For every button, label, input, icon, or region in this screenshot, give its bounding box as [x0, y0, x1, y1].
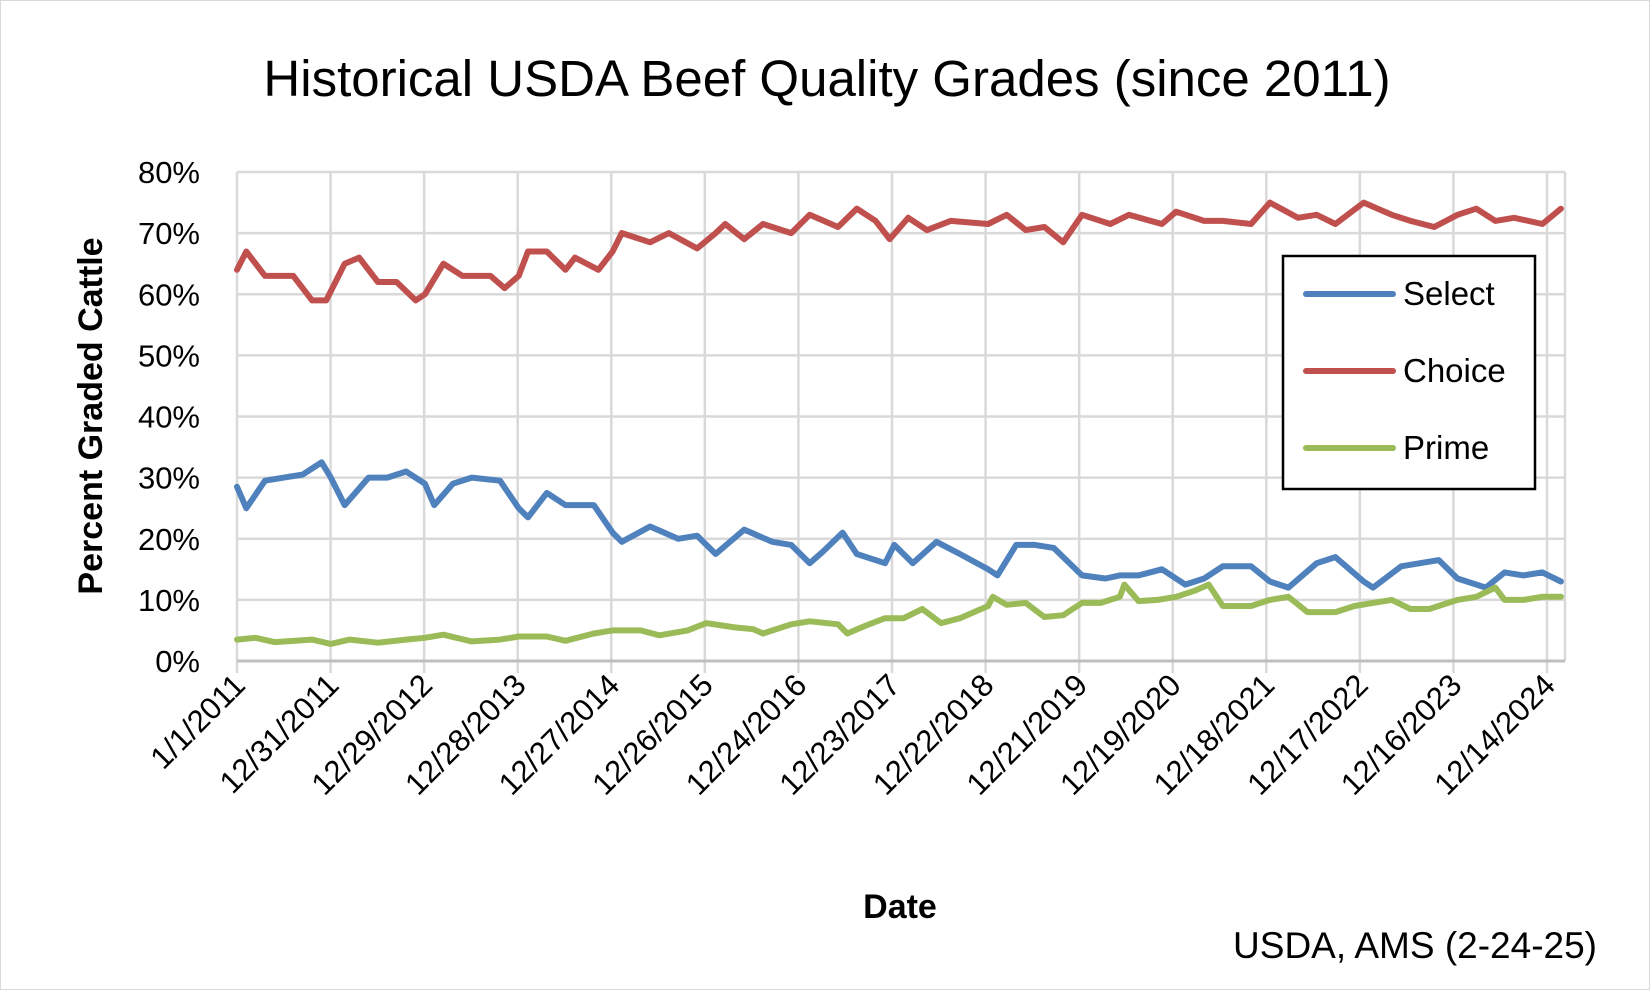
y-tick-label: 10% [138, 583, 200, 618]
y-tick-label: 30% [138, 461, 200, 496]
y-tick-label: 0% [155, 644, 200, 679]
chart-title: Historical USDA Beef Quality Grades (sin… [263, 50, 1390, 107]
legend-label-select: Select [1403, 275, 1495, 312]
x-tick-labels: 1/1/201112/31/201112/29/201212/28/201312… [143, 667, 1561, 801]
source-note: USDA, AMS (2-24-25) [1233, 925, 1597, 966]
legend-label-prime: Prime [1403, 429, 1489, 466]
series-line-select [234, 459, 1564, 591]
y-tick-labels: 0% 10% 20% 30% 40% 50% 60% 70% 80% [138, 155, 200, 679]
series-line-choice [234, 199, 1564, 304]
legend-label-choice: Choice [1403, 352, 1506, 389]
y-tick-label: 20% [138, 522, 200, 557]
x-axis-title: Date [863, 888, 937, 926]
y-tick-label: 50% [138, 338, 200, 373]
y-tick-label: 60% [138, 277, 200, 312]
y-tick-label: 80% [138, 155, 200, 190]
series-line-prime [234, 581, 1564, 647]
y-tick-label: 70% [138, 216, 200, 251]
y-tick-label: 40% [138, 400, 200, 435]
legend: Select Choice Prime [1281, 254, 1537, 491]
y-axis-title: Percent Graded Cattle [72, 237, 110, 594]
series-lines [234, 199, 1564, 647]
